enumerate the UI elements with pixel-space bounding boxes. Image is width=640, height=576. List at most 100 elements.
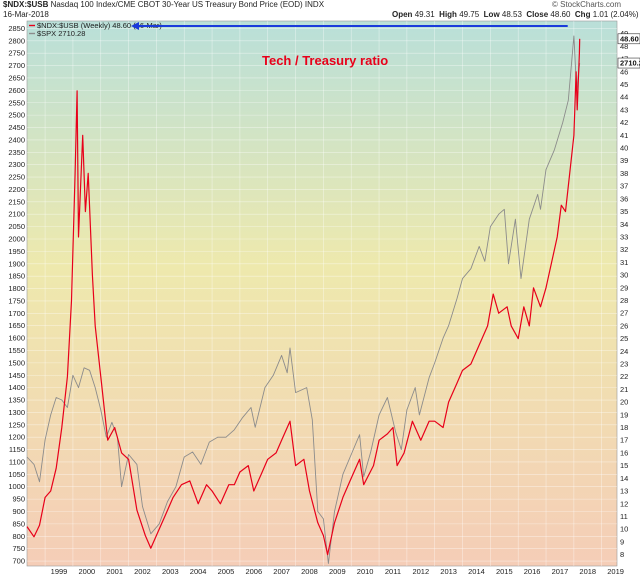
series-line-right: [26, 38, 581, 556]
close-value: 48.60: [550, 10, 571, 19]
left-tick-label: 2700: [8, 61, 25, 70]
x-tick-label: 2010: [357, 567, 374, 576]
right-tick-label: 28: [620, 296, 628, 305]
x-tick-label: 2015: [496, 567, 513, 576]
right-tick-label: 10: [620, 525, 628, 534]
right-tick-label: 27: [620, 309, 628, 318]
right-tick-label: 13: [620, 487, 628, 496]
x-tick-label: 2006: [245, 567, 262, 576]
left-tick-label: 2750: [8, 49, 25, 58]
spx-value-label: 2710.28: [620, 59, 640, 68]
left-tick-label: 2100: [8, 210, 25, 219]
x-tick-label: 2000: [78, 567, 95, 576]
right-tick-label: 46: [620, 67, 628, 76]
left-tick-label: 1650: [8, 321, 25, 330]
left-tick-label: 2150: [8, 197, 25, 206]
right-tick-label: 44: [620, 93, 628, 102]
left-tick-label: 2650: [8, 73, 25, 82]
right-tick-label: 23: [620, 360, 628, 369]
chart-annotation: Tech / Treasury ratio: [262, 53, 389, 68]
left-tick-label: 1800: [8, 284, 25, 293]
x-tick-label: 2007: [273, 567, 290, 576]
left-tick-label: 1950: [8, 247, 25, 256]
right-tick-label: 33: [620, 232, 628, 241]
left-tick-label: 1700: [8, 309, 25, 318]
right-tick-label: 20: [620, 398, 628, 407]
right-tick-label: 22: [620, 372, 628, 381]
right-tick-label: 12: [620, 499, 628, 508]
left-tick-label: 1350: [8, 396, 25, 405]
left-tick-label: 1850: [8, 272, 25, 281]
left-tick-label: 1400: [8, 383, 25, 392]
left-tick-label: 900: [12, 507, 25, 516]
x-tick-label: 2011: [385, 567, 401, 576]
right-tick-label: 8: [620, 550, 624, 559]
left-tick-label: 700: [12, 557, 25, 566]
x-tick-label: 2012: [412, 567, 429, 576]
right-tick-label: 30: [620, 271, 628, 280]
left-tick-label: 1900: [8, 259, 25, 268]
left-tick-label: 1600: [8, 334, 25, 343]
right-tick-label: 42: [620, 118, 628, 127]
left-tick-label: 2450: [8, 123, 25, 132]
right-tick-label: 24: [620, 347, 628, 356]
right-tick-label: 39: [620, 156, 628, 165]
left-tick-label: 1100: [9, 457, 25, 466]
right-tick-label: 18: [620, 423, 628, 432]
arrow-head: [131, 22, 139, 30]
ratio-value-label-box: [617, 33, 640, 45]
right-tick-label: 25: [620, 334, 628, 343]
right-tick-label: 26: [620, 321, 628, 330]
low-label: Low: [483, 10, 500, 19]
open-value: 49.31: [414, 10, 435, 19]
right-tick-label: 43: [620, 105, 628, 114]
right-tick-label: 11: [620, 512, 628, 521]
left-tick-label: 1450: [8, 371, 25, 380]
right-tick-label: 21: [620, 385, 628, 394]
left-tick-label: 2000: [8, 235, 25, 244]
left-tick-label: 1550: [8, 346, 25, 355]
left-tick-label: 2200: [8, 185, 25, 194]
left-tick-label: 2400: [8, 135, 25, 144]
left-tick-label: 2850: [8, 24, 25, 33]
left-tick-label: 2550: [8, 98, 25, 107]
left-tick-label: 950: [12, 495, 25, 504]
spx-value-label-box: [617, 57, 640, 69]
x-tick-label: 2004: [190, 567, 207, 576]
left-tick-label: 1750: [8, 296, 25, 305]
right-tick-label: 48: [620, 42, 628, 51]
left-tick-label: 2250: [8, 173, 25, 182]
description-label: Nasdaq 100 Index/CME CBOT 30-Year US Tre…: [50, 0, 325, 9]
right-tick-label: 45: [620, 80, 628, 89]
close-label: Close: [526, 10, 549, 19]
right-tick-label: 19: [620, 410, 628, 419]
x-tick-label: 2013: [440, 567, 457, 576]
left-tick-label: 800: [12, 532, 25, 541]
x-tick-label: 2017: [552, 567, 569, 576]
x-tick-label: 2008: [301, 567, 318, 576]
left-tick-label: 1250: [8, 420, 25, 429]
high-value: 49.75: [459, 10, 480, 19]
open-label: Open: [392, 10, 413, 19]
left-tick-label: 2300: [8, 160, 25, 169]
x-tick-label: 1999: [51, 567, 68, 576]
left-tick-label: 750: [12, 544, 25, 553]
right-tick-label: 14: [620, 474, 628, 483]
left-tick-label: 2050: [8, 222, 25, 231]
ratio-value-label: 48.60: [620, 34, 639, 43]
left-tick-label: 2600: [8, 86, 25, 95]
right-tick-label: 29: [620, 283, 628, 292]
right-tick-label: 15: [620, 461, 628, 470]
x-tick-label: 2002: [134, 567, 151, 576]
right-tick-label: 17: [620, 436, 628, 445]
ohlc-readout: Open 49.31 High 49.75 Low 48.53 Close 48…: [392, 10, 639, 19]
x-tick-label: 2018: [579, 567, 596, 576]
series-line-left: [26, 35, 581, 564]
left-tick-label: 1500: [8, 358, 25, 367]
high-label: High: [439, 10, 457, 19]
right-tick-label: 35: [620, 207, 628, 216]
right-tick-label: 16: [620, 448, 628, 457]
left-tick-label: 2500: [8, 111, 25, 120]
legend-entry: $NDX:$USB (Weekly) 48.60 (16-Mar): [37, 21, 162, 30]
left-tick-label: 1050: [8, 470, 25, 479]
